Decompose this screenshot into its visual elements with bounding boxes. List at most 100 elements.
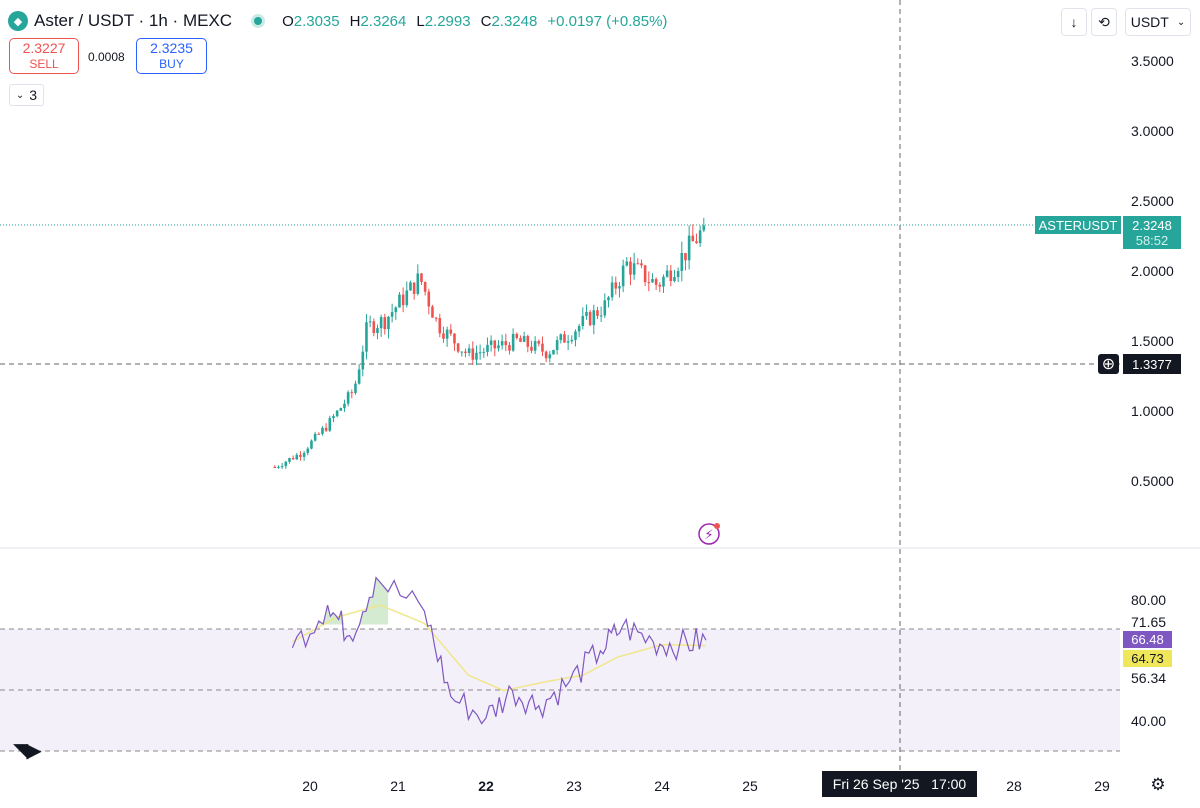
sell-price: 2.3227: [22, 40, 66, 56]
candle-down: [412, 282, 416, 294]
candle-down: [684, 252, 687, 261]
candle-up: [277, 466, 280, 468]
time-tick: 28: [1006, 778, 1022, 794]
candle-down: [530, 346, 533, 351]
candle-down: [383, 317, 387, 330]
candle-up: [335, 410, 339, 417]
tradingview-logo-icon[interactable]: ◥▶: [13, 740, 42, 762]
candle-up: [607, 297, 610, 301]
alert-lightning-icon[interactable]: [698, 523, 720, 545]
rsi-ma-value: 64.73: [1131, 651, 1164, 666]
price-tick: 3.0000: [1131, 123, 1174, 139]
candle-down: [434, 317, 438, 319]
candle-up: [665, 270, 669, 277]
candle-up: [280, 466, 284, 468]
candle-up: [416, 273, 420, 294]
symbol-price-tag: ASTERUSDT: [1035, 216, 1121, 234]
candle-down: [526, 336, 530, 347]
candle-up: [566, 341, 570, 343]
crosshair-time-tag: Fri 26 Sep '25 17:00: [822, 771, 977, 797]
symbol-title[interactable]: Aster / USDT · 1h · MEXC: [34, 11, 233, 30]
price-tick: 0.5000: [1131, 473, 1174, 489]
candle-up: [343, 403, 346, 409]
price-tick: 1.0000: [1131, 403, 1174, 419]
candle-down: [636, 263, 640, 265]
candle-up: [460, 351, 464, 353]
candle-up: [581, 315, 585, 326]
indicators-count: 3: [29, 87, 38, 103]
rsi-line: [291, 576, 707, 725]
exchange-logo-icon: ◆: [8, 11, 28, 31]
candle-down: [431, 306, 434, 318]
candle-up: [295, 454, 299, 460]
candle-down: [493, 340, 497, 349]
candle-down: [420, 273, 423, 282]
candle-up: [405, 290, 409, 306]
candle-up: [398, 294, 401, 308]
candle-down: [438, 318, 442, 334]
candle-down: [350, 392, 354, 394]
candle-up: [511, 333, 515, 351]
candle-up: [394, 307, 398, 313]
candle-up: [365, 322, 368, 352]
candle-down: [471, 348, 475, 360]
candle-down: [519, 338, 522, 342]
candle-up: [376, 328, 379, 334]
candle-up: [339, 408, 343, 411]
price-tick: 3.5000: [1131, 53, 1174, 69]
bar-countdown: 58:52: [1135, 232, 1169, 248]
candle-up: [354, 383, 357, 393]
candle-down: [324, 427, 328, 431]
indicators-toggle[interactable]: ⌄ 3: [9, 84, 44, 106]
candle-down: [541, 343, 544, 352]
crosshair-price-tag: 1.3377: [1123, 354, 1181, 374]
candle-up: [610, 282, 614, 298]
candle-up: [486, 344, 489, 352]
candle-up: [313, 433, 317, 441]
candle-down: [654, 279, 658, 285]
buy-price: 2.3235: [150, 40, 193, 56]
refresh-button[interactable]: ⟲: [1091, 8, 1117, 36]
symbol-header: ◆ Aster / USDT · 1h · MEXC O2.3035 H2.32…: [8, 8, 667, 34]
candle-down: [691, 235, 695, 242]
rsi-tick: 40.00: [1131, 713, 1167, 729]
add-alert-button[interactable]: ⊕: [1098, 354, 1119, 374]
candle-down: [504, 341, 508, 346]
candle-down: [456, 343, 460, 352]
currency-select[interactable]: USDT ⌄: [1125, 8, 1191, 36]
candle-up: [603, 300, 607, 316]
symbol-tag-label: ASTERUSDT: [1038, 217, 1118, 233]
crosshair-price-value: 1.3377: [1132, 356, 1172, 372]
settings-gear-icon[interactable]: ⚙: [1150, 775, 1166, 794]
candle-up: [632, 263, 636, 275]
buy-button[interactable]: 2.3235 BUY: [136, 38, 207, 74]
price-tick: 1.5000: [1131, 333, 1174, 349]
candle-up: [621, 265, 625, 287]
low-value: 2.2993: [424, 12, 471, 30]
sell-button[interactable]: 2.3227 SELL: [9, 38, 79, 74]
candle-down: [614, 282, 618, 289]
candle-down: [658, 284, 662, 287]
time-tick: 22: [478, 778, 494, 794]
candle-down: [695, 241, 698, 244]
candle-down: [629, 261, 632, 275]
plus-circle-icon: ⊕: [1101, 356, 1116, 373]
candle-down: [537, 341, 541, 344]
download-button[interactable]: ↓: [1061, 8, 1087, 36]
candle-down: [273, 467, 277, 468]
rsi-value-tag: 66.48: [1123, 631, 1172, 648]
candle-up: [651, 279, 654, 283]
candle-down: [291, 458, 295, 460]
time-tick: 25: [742, 778, 758, 794]
candle-down: [544, 351, 548, 359]
rsi-tick: 56.34: [1131, 670, 1167, 686]
candle-up: [574, 331, 577, 340]
candle-up: [702, 225, 706, 231]
rsi-ma-line: [292, 604, 707, 692]
candle-down: [449, 329, 453, 334]
candle-up: [577, 325, 581, 332]
currency-label: USDT: [1130, 14, 1169, 30]
candle-up: [585, 311, 588, 316]
candle-up: [548, 354, 552, 359]
